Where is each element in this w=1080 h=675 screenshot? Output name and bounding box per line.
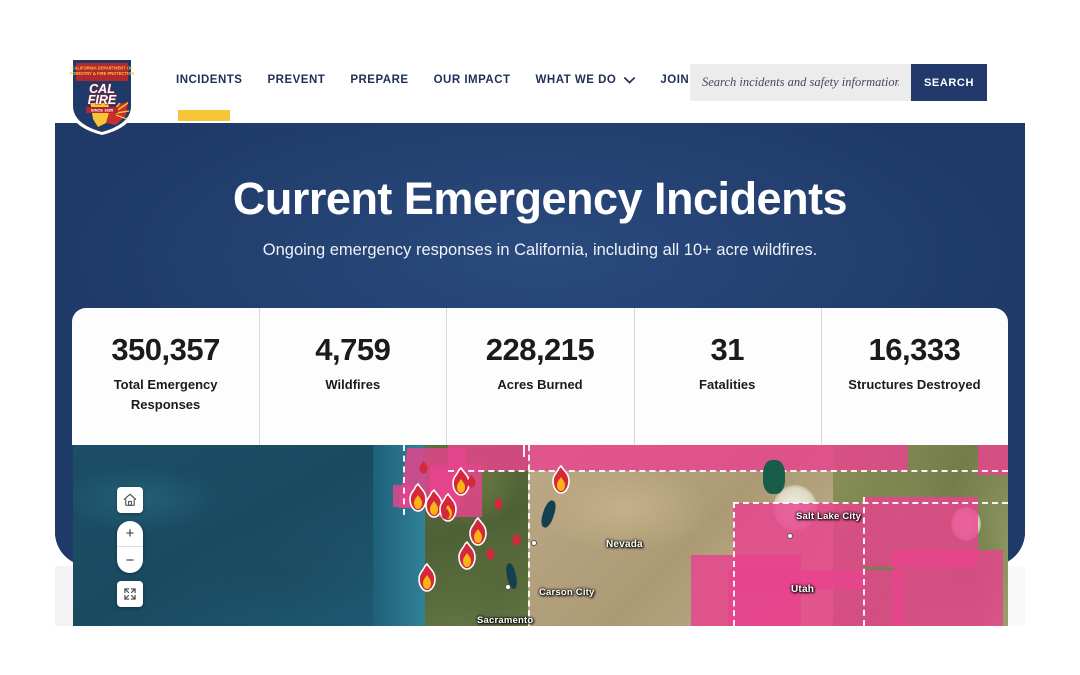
site-header: CALIFORNIA DEPARTMENT OF FORESTRY & FIRE… bbox=[0, 0, 1080, 135]
map-lake-great-salt bbox=[763, 460, 785, 494]
fire-incident-dot[interactable] bbox=[511, 533, 522, 546]
cal-fire-logo[interactable]: CALIFORNIA DEPARTMENT OF FORESTRY & FIRE… bbox=[66, 53, 138, 137]
fire-incident-dot[interactable] bbox=[418, 461, 429, 474]
map-label-nevada: Nevada bbox=[606, 539, 643, 550]
stat-total-emergency-responses: 350,357 Total Emergency Responses bbox=[72, 308, 259, 445]
stat-label: Fatalities bbox=[699, 377, 756, 393]
hazard-polygon bbox=[893, 550, 1003, 626]
fire-incident-dot[interactable] bbox=[440, 507, 451, 520]
fire-incident-marker[interactable] bbox=[465, 517, 491, 547]
nav-item-prepare[interactable]: PREPARE bbox=[350, 74, 408, 86]
map-home-button[interactable] bbox=[117, 487, 143, 513]
hazard-polygon bbox=[728, 570, 903, 626]
state-border bbox=[733, 502, 735, 626]
hazard-polygon bbox=[448, 445, 908, 471]
nav-item-prevent[interactable]: PREVENT bbox=[267, 74, 325, 86]
stat-value: 31 bbox=[710, 332, 744, 367]
stat-label: Total Emergency Responses bbox=[113, 377, 218, 413]
nav-label: OUR IMPACT bbox=[433, 74, 511, 86]
map-label-salt-lake-city: Salt Lake City bbox=[796, 511, 862, 522]
stat-label: Structures Destroyed bbox=[848, 377, 981, 393]
nav-label: PREVENT bbox=[267, 74, 326, 86]
fire-incident-dot[interactable] bbox=[485, 547, 496, 560]
svg-text:SINCE 1885: SINCE 1885 bbox=[91, 108, 114, 113]
nav-item-our-impact[interactable]: OUR IMPACT bbox=[434, 74, 511, 86]
city-marker[interactable] bbox=[505, 584, 511, 590]
hero-right-strip bbox=[1008, 566, 1025, 626]
map-zoom-in-button[interactable]: + bbox=[117, 521, 143, 547]
city-marker[interactable] bbox=[531, 540, 537, 546]
stat-value: 4,759 bbox=[315, 332, 391, 367]
city-marker[interactable] bbox=[787, 533, 793, 539]
map-label-sacramento: Sacramento bbox=[477, 615, 534, 626]
state-border bbox=[448, 470, 1008, 472]
fire-incident-marker[interactable] bbox=[421, 489, 447, 519]
stat-label: Acres Burned bbox=[497, 377, 583, 393]
state-border bbox=[733, 502, 1008, 504]
stat-label: Wildfires bbox=[325, 377, 381, 393]
fire-incident-marker[interactable] bbox=[405, 483, 431, 513]
main-navigation[interactable]: INCIDENTS PREVENT PREPARE OUR IMPACT WHA… bbox=[176, 74, 750, 86]
nav-label: PREPARE bbox=[350, 74, 409, 86]
state-border bbox=[863, 497, 865, 626]
incident-map[interactable]: Nevada Carson City Sacramento Salt Lake … bbox=[73, 445, 1008, 626]
state-border bbox=[523, 445, 525, 457]
map-label-utah: Utah bbox=[791, 584, 815, 595]
stat-fatalities: 31 Fatalities bbox=[633, 308, 821, 445]
search-button[interactable]: SEARCH bbox=[911, 64, 987, 101]
hero-left-strip bbox=[55, 566, 73, 626]
fire-incident-marker[interactable] bbox=[548, 465, 574, 495]
stat-structures-destroyed: 16,333 Structures Destroyed bbox=[820, 308, 1008, 445]
nav-label: INCIDENTS bbox=[176, 74, 243, 86]
svg-text:FORESTRY & FIRE PROTECTION: FORESTRY & FIRE PROTECTION bbox=[70, 71, 135, 76]
stat-acres-burned: 228,215 Acres Burned bbox=[446, 308, 633, 445]
stat-wildfires: 4,759 Wildfires bbox=[259, 308, 446, 445]
map-label-carson-city: Carson City bbox=[539, 587, 595, 598]
chevron-down-icon bbox=[624, 76, 636, 84]
stat-value: 16,333 bbox=[868, 332, 961, 367]
fire-incident-marker[interactable] bbox=[454, 541, 480, 571]
home-icon bbox=[123, 493, 137, 507]
fire-incident-marker[interactable] bbox=[448, 467, 474, 497]
nav-item-what-we-do[interactable]: WHAT WE DO bbox=[536, 74, 636, 86]
page-title: Current Emergency Incidents bbox=[232, 173, 848, 224]
nav-label: WHAT WE DO bbox=[535, 74, 617, 86]
svg-text:CALIFORNIA DEPARTMENT OF: CALIFORNIA DEPARTMENT OF bbox=[71, 66, 133, 71]
map-zoom-out-button[interactable]: − bbox=[125, 551, 135, 569]
svg-text:CAL: CAL bbox=[89, 82, 115, 96]
stat-value: 350,357 bbox=[111, 332, 220, 367]
map-fullscreen-button[interactable] bbox=[117, 581, 143, 607]
svg-text:FIRE: FIRE bbox=[88, 93, 117, 107]
state-border bbox=[403, 445, 405, 515]
nav-item-incidents[interactable]: INCIDENTS bbox=[176, 74, 242, 86]
map-canvas[interactable]: Nevada Carson City Sacramento Salt Lake … bbox=[73, 445, 1008, 626]
fire-incident-dot[interactable] bbox=[493, 497, 504, 510]
search-input[interactable] bbox=[690, 64, 911, 101]
site-search[interactable]: SEARCH bbox=[690, 64, 987, 101]
map-zoom-controls[interactable]: + − bbox=[117, 521, 143, 573]
stat-value: 228,215 bbox=[485, 332, 595, 367]
fire-incident-marker[interactable] bbox=[414, 563, 440, 593]
fire-incident-dot[interactable] bbox=[466, 475, 477, 488]
active-nav-indicator bbox=[178, 110, 230, 121]
page-subtitle: Ongoing emergency responses in Californi… bbox=[262, 241, 818, 259]
state-border bbox=[528, 445, 530, 626]
statistics-card: 350,357 Total Emergency Responses 4,759 … bbox=[72, 308, 1008, 445]
fullscreen-icon bbox=[123, 587, 137, 601]
